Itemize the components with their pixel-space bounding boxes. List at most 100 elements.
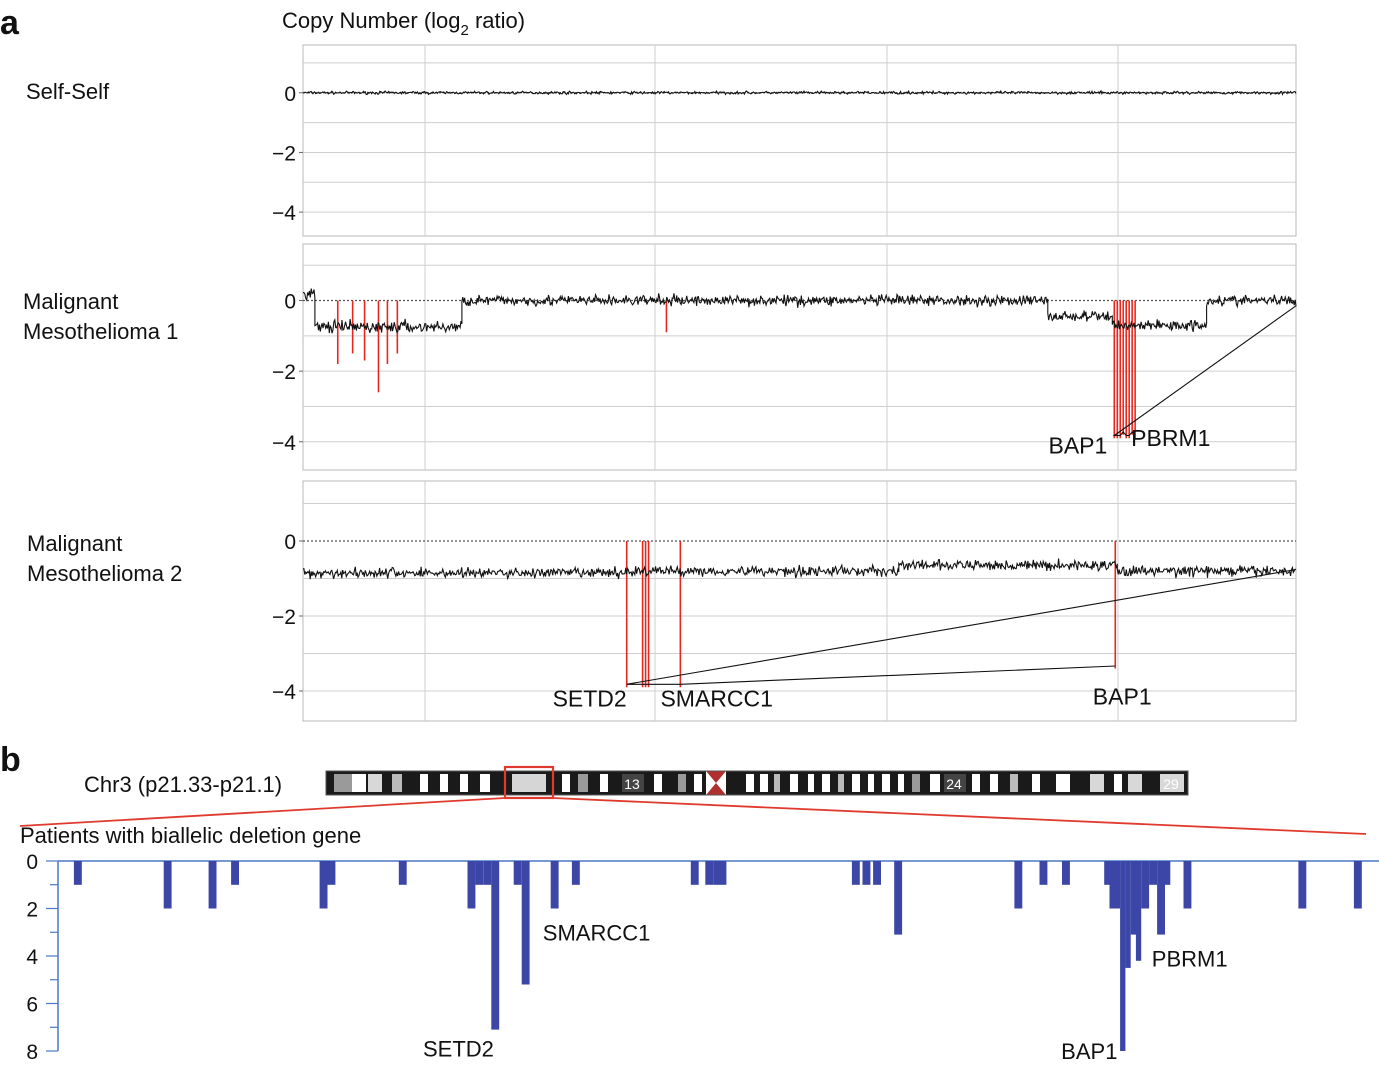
- y-tick-label: 0: [284, 531, 296, 554]
- deletion-bar: [475, 861, 484, 885]
- centromere: [706, 771, 726, 795]
- deletion-bar: [705, 861, 714, 885]
- row-label: Malignant: [23, 289, 118, 314]
- ideogram-band: [1090, 774, 1104, 792]
- ideogram-band: [678, 774, 686, 792]
- gene-label: BAP1: [1049, 432, 1108, 458]
- deletion-bar: [163, 861, 172, 909]
- plot-frame: [302, 480, 1297, 722]
- panel-a-title-main: Copy Number (log: [282, 8, 461, 33]
- y-tick-label: −4: [272, 432, 296, 455]
- ideogram-band: [334, 774, 352, 792]
- ideogram-band: [622, 774, 644, 792]
- zoom-box: [503, 765, 555, 800]
- gene-label: SMARCC1: [660, 686, 772, 712]
- y-tick-label: −4: [272, 202, 296, 225]
- zoom-line-left: [19, 797, 506, 827]
- deletion-bar: [327, 861, 336, 885]
- ideogram-band: [898, 774, 904, 792]
- ideogram-band: [990, 774, 998, 792]
- y-tick-label: −2: [272, 142, 296, 165]
- deletion-bar: [1157, 861, 1165, 935]
- y-tick-label: −4: [272, 681, 296, 704]
- row-label: Malignant: [27, 531, 122, 556]
- ideogram-band: [352, 774, 366, 792]
- chromosome-ideogram: 13 24 29: [19, 765, 1367, 835]
- panel-1: 0 −2 −4 Self-Self: [26, 44, 1297, 237]
- deletion-bar: [1014, 861, 1023, 909]
- panel-a-title: Copy Number (log2 ratio): [282, 8, 525, 39]
- deletion-bar: [873, 861, 881, 885]
- deletion-bar: [1165, 861, 1171, 885]
- deletion-bar: [571, 861, 580, 885]
- deletion-bar: [550, 861, 559, 909]
- panel-b-title: Patients with biallelic deletion gene: [20, 823, 361, 848]
- gene-label: SMARCC1: [543, 920, 651, 945]
- ideogram-band: [912, 774, 920, 792]
- band-label: 29: [1163, 776, 1179, 792]
- y-tick-label: −2: [272, 361, 296, 384]
- chromosome-label: Chr3 (p21.33-p21.1): [84, 772, 282, 797]
- ideogram-band: [808, 774, 814, 792]
- copy-number-trace: [302, 558, 1297, 685]
- deletion-bar: [483, 861, 492, 885]
- copy-number-trace: [302, 89, 1297, 96]
- panel-a: a Copy Number (log2 ratio) 0 −2 −4 Self-Sel…: [0, 4, 1297, 722]
- ideogram-band: [480, 774, 490, 792]
- ideogram-band: [600, 774, 608, 792]
- ideogram-band: [930, 774, 940, 792]
- deletion-bar: [894, 861, 903, 935]
- row-label: Mesothelioma 1: [23, 319, 178, 344]
- ideogram-band: [420, 774, 428, 792]
- deletion-bar: [690, 861, 699, 885]
- ideogram-band: [512, 774, 546, 792]
- y-tick-label: 2: [26, 899, 38, 922]
- panel-a-title-subscript: 2: [461, 22, 469, 39]
- panel-b: b Chr3 (p21.33-p21.1) 13 24 29 Patients wi…: [0, 741, 1379, 1064]
- ideogram-band: [460, 774, 468, 792]
- deletion-bar: [1298, 861, 1307, 909]
- row-label: Mesothelioma 2: [27, 561, 182, 586]
- y-tick-label: −2: [272, 606, 296, 629]
- deletion-bar: [491, 861, 500, 1030]
- ideogram-band: [852, 774, 860, 792]
- deletion-bar: [208, 861, 217, 909]
- ideogram-outline: [325, 770, 1189, 796]
- ideogram-band: [1160, 774, 1184, 792]
- ideogram-band: [654, 774, 662, 792]
- deletion-bar: [73, 861, 82, 885]
- ideogram-band: [1010, 774, 1018, 792]
- gene-label: SETD2: [423, 1037, 494, 1062]
- gene-label: BAP1: [1061, 1039, 1117, 1064]
- y-tick-label: 0: [284, 291, 296, 314]
- panel-3: 0 −2 −4 Malignant Mesothelioma 2 SETD2 SMARCC1…: [27, 480, 1297, 722]
- deletion-bar: [398, 861, 407, 885]
- gene-label: PBRM1: [1152, 946, 1228, 971]
- ideogram-band: [882, 774, 890, 792]
- panel-b-letter: b: [0, 741, 21, 779]
- gene-label: PBRM1: [1131, 425, 1210, 451]
- ideogram-band: [1056, 774, 1070, 792]
- gene-label: BAP1: [1093, 684, 1152, 710]
- deletion-bar: [1120, 861, 1126, 1051]
- y-tick-label: 4: [26, 946, 38, 969]
- deletion-bar: [1104, 861, 1110, 885]
- ideogram-band: [562, 774, 570, 792]
- ideogram-band: [440, 774, 448, 792]
- deletion-bar: [513, 861, 522, 885]
- band-label: 13: [624, 776, 640, 792]
- plot-frame: [302, 44, 1297, 237]
- deletion-bar-chart: 0 2 4 6 8 SMARCC1 PBRM1 SETD2 BAP1: [26, 851, 1379, 1064]
- ideogram-band: [774, 774, 780, 792]
- deletion-bar: [713, 861, 727, 885]
- deletion-bar: [1135, 861, 1142, 961]
- y-tick-label: 0: [284, 83, 296, 106]
- ideogram-band: [944, 774, 966, 792]
- ideogram-band: [868, 774, 874, 792]
- panel-2: 0 −2 −4 Malignant Mesothelioma 1 BAP1 PBRM1: [23, 243, 1297, 471]
- deletion-bar: [1353, 861, 1362, 909]
- copy-number-trace: [303, 288, 1297, 437]
- y-tick-label: 6: [26, 994, 38, 1017]
- deletion-bar: [1125, 861, 1131, 968]
